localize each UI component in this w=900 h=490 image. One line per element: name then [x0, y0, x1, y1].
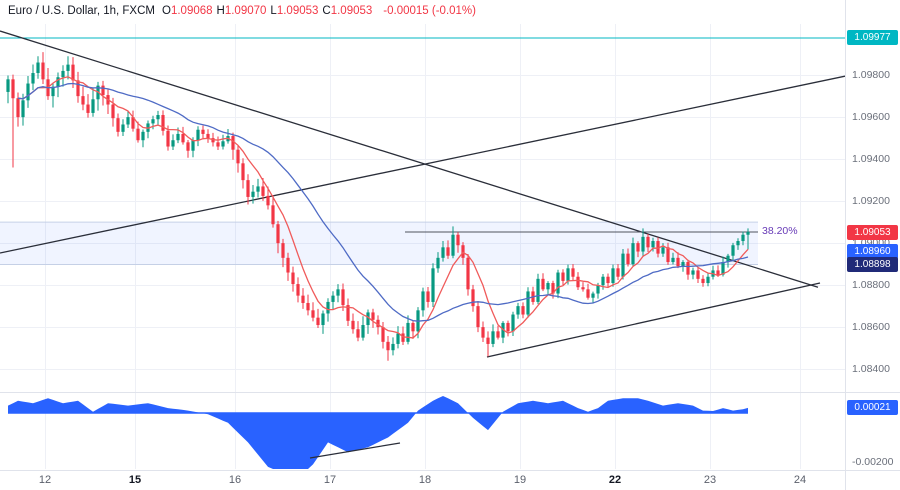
ascending-trendline-long[interactable]: [0, 75, 845, 254]
descending-trendline[interactable]: [0, 30, 819, 288]
trendlines: [0, 30, 845, 358]
ohlc-h: H1.09070: [216, 5, 267, 17]
fib-level-label[interactable]: 38.20%: [762, 225, 798, 237]
oscillator-area: [8, 396, 748, 469]
oscillator-trendline[interactable]: [309, 442, 401, 459]
ma-slow-line[interactable]: [17, 82, 749, 322]
oscillator-pane[interactable]: [8, 396, 748, 469]
ascending-trendline-short[interactable]: [486, 282, 821, 358]
symbol-header: Euro / U.S. Dollar, 1h, FXCM O1.09068 H1.…: [8, 5, 476, 17]
ma-fast-line[interactable]: [17, 76, 749, 339]
ohlc-o: O1.09068: [162, 5, 213, 17]
grid: [0, 24, 845, 469]
candlestick-series: [6, 52, 750, 361]
ohlc-c: C1.09053: [322, 5, 373, 17]
ohlc-values: O1.09068 H1.09070 L1.09053 C1.09053: [162, 5, 376, 17]
ohlc-l: L1.09053: [270, 5, 319, 17]
symbol-title[interactable]: Euro / U.S. Dollar, 1h, FXCM: [8, 5, 155, 17]
price-change: -0.00015 (-0.01%): [383, 5, 476, 17]
